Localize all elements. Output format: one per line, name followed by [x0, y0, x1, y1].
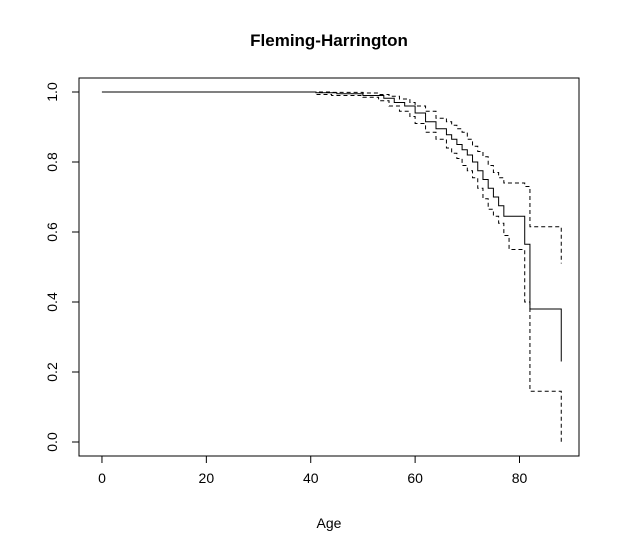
y-tick-label: 1.0: [44, 82, 60, 102]
y-tick-label: 0.0: [44, 432, 60, 452]
x-tick-label: 60: [407, 470, 423, 486]
x-tick-label: 20: [199, 470, 215, 486]
x-tick-label: 80: [512, 470, 528, 486]
y-tick-label: 0.8: [44, 152, 60, 172]
plot-frame: [78, 77, 580, 457]
x-tick-label: 0: [98, 470, 106, 486]
x-tick-label: 40: [303, 470, 319, 486]
chart-title: Fleming-Harrington: [250, 31, 408, 50]
upper-confidence-line: [101, 91, 562, 264]
survival-estimate-line: [101, 91, 562, 362]
series-layer: [101, 91, 562, 442]
y-tick-label: 0.2: [44, 362, 60, 382]
lower-confidence-line: [101, 91, 562, 442]
y-tick-label: 0.6: [44, 222, 60, 242]
x-axis: 0 20 40 60 80: [98, 455, 528, 486]
y-tick-label: 0.4: [44, 292, 60, 312]
x-axis-label: Age: [317, 515, 342, 531]
y-axis: 0.0 0.2 0.4 0.6 0.8 1.0: [44, 82, 80, 452]
